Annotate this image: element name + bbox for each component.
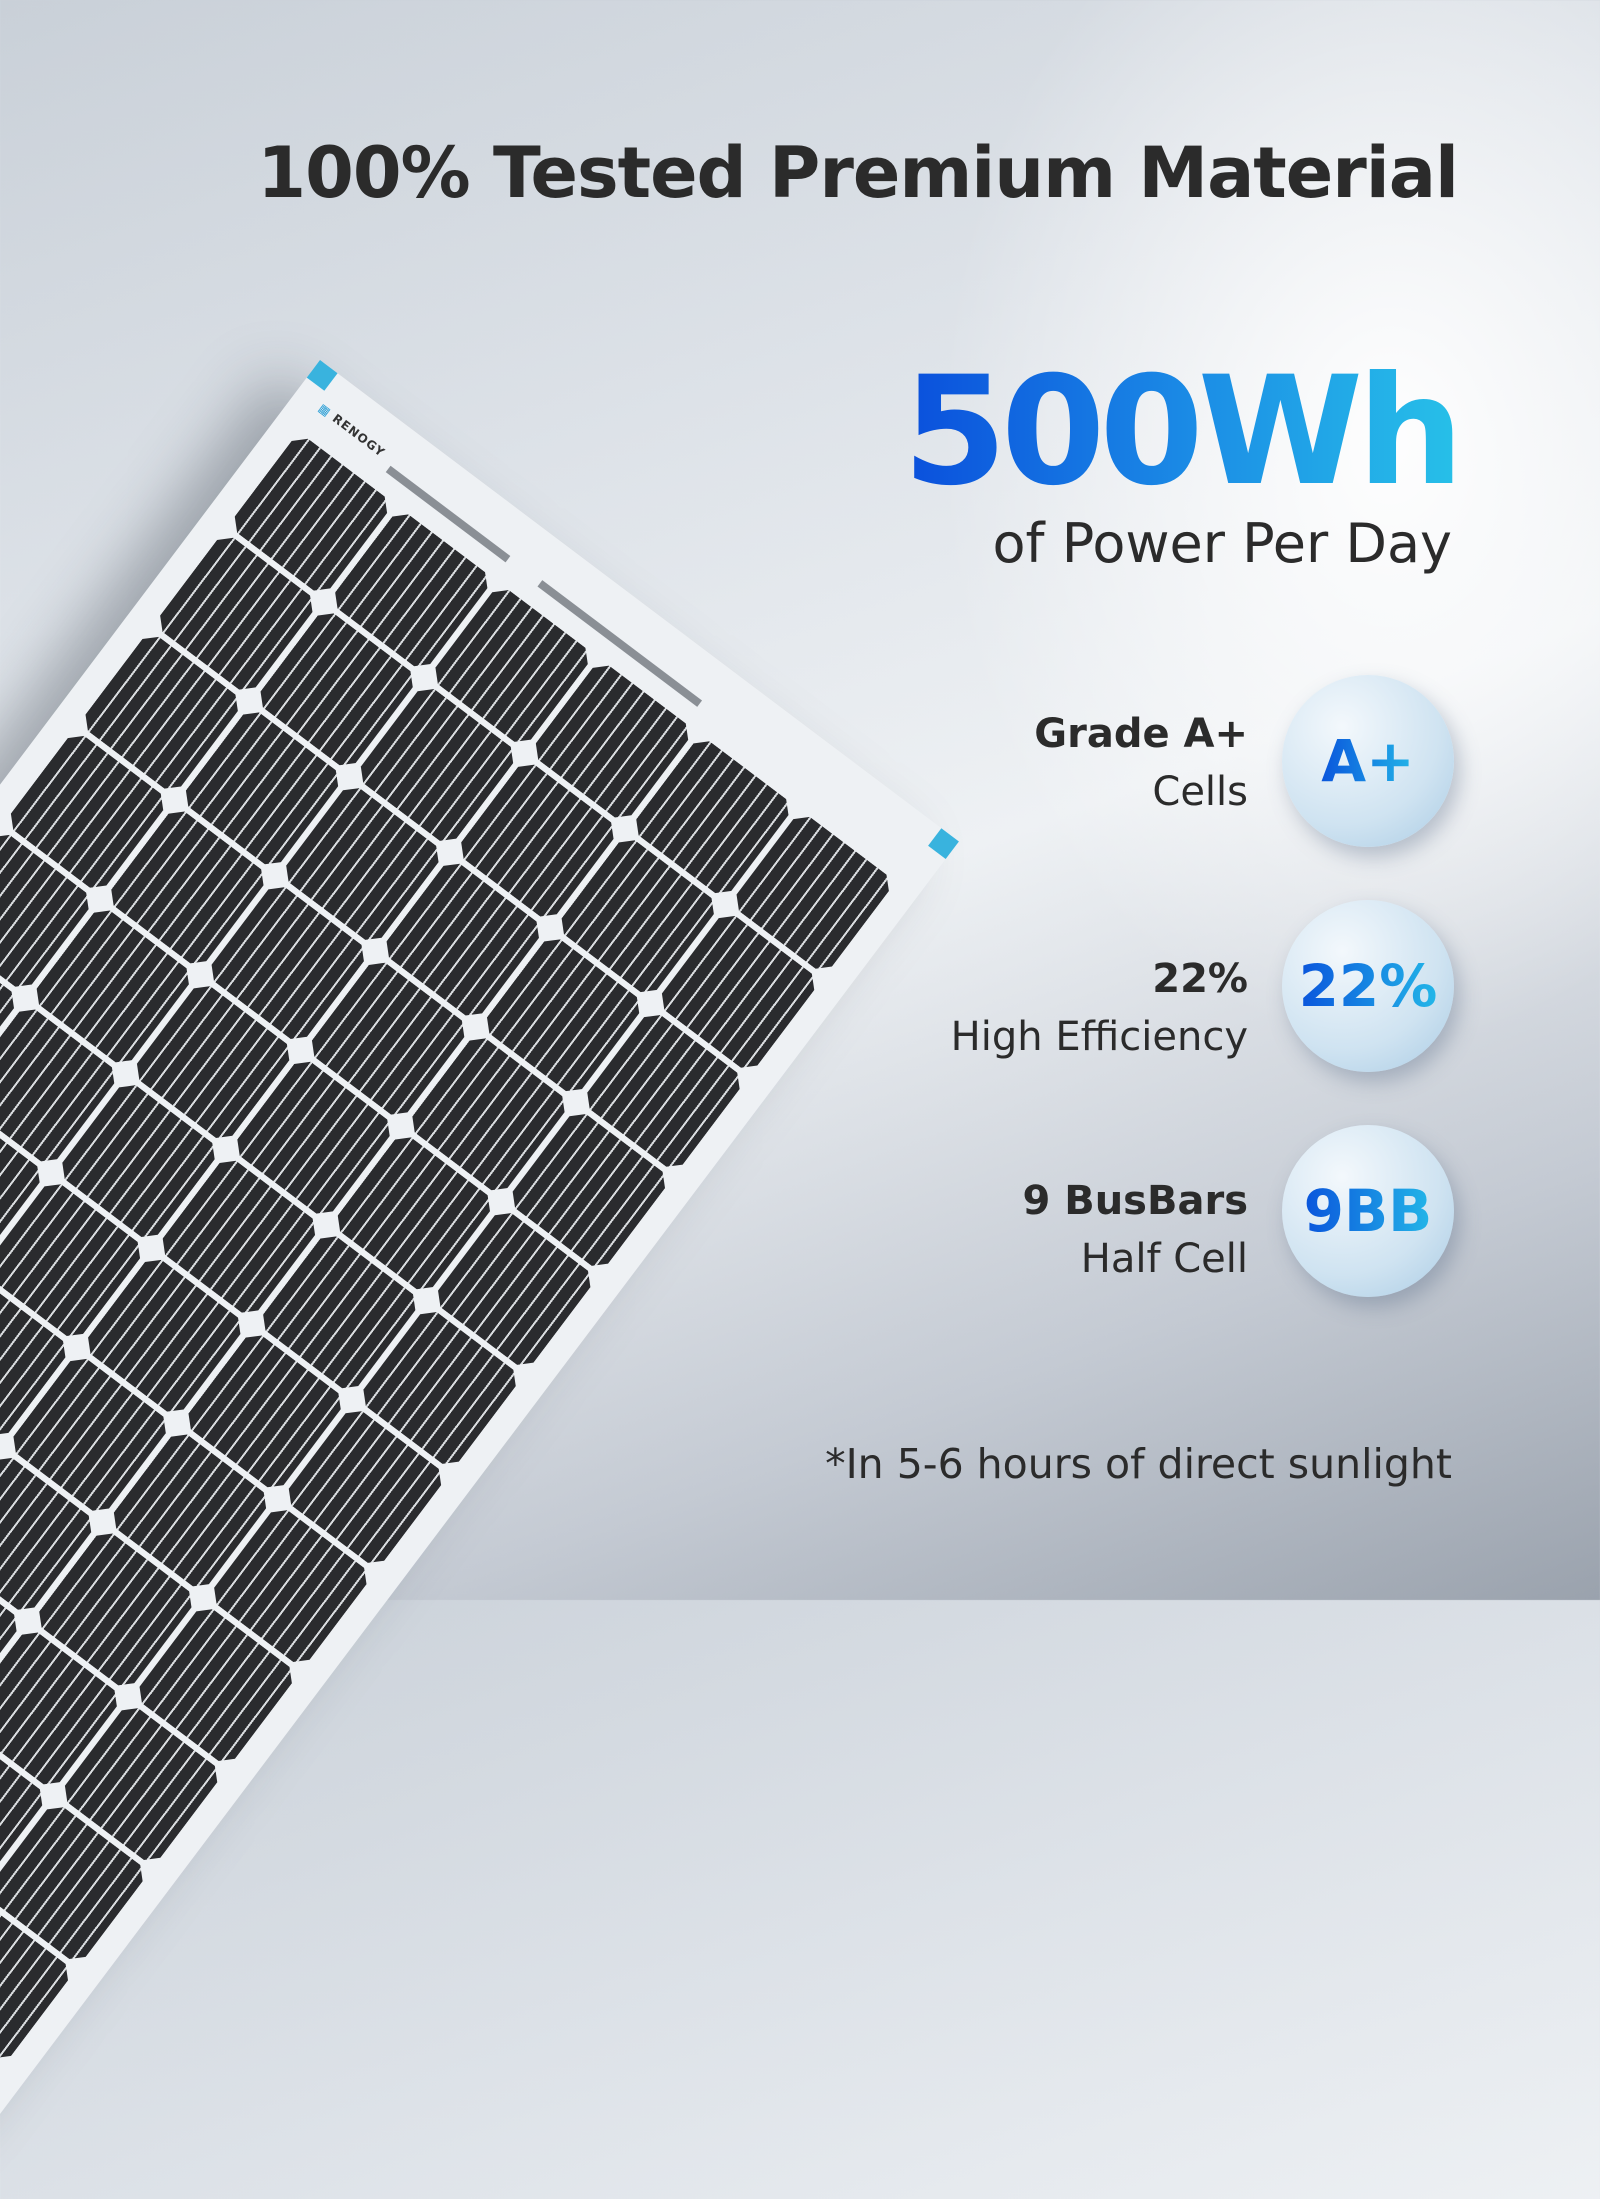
feature-title: 9 BusBars [1022,1178,1248,1224]
footnote: *In 5-6 hours of direct sunlight [825,1440,1452,1488]
feature-grade: Grade A+ Cells [1034,705,1248,821]
window-light [900,0,1600,1100]
solar-cells-grid [0,432,896,2184]
feature-subtitle: Half Cell [1080,1236,1248,1282]
busbar-badge: 9BB [1282,1125,1454,1297]
solar-panel-image: ▦ RENOGY [0,360,959,2199]
feature-subtitle: Cells [1152,769,1248,815]
feature-title: 22% [1152,956,1248,1002]
badge-text: A+ [1321,727,1415,795]
power-value: 500Wh [902,345,1464,519]
feature-efficiency: 22% High Efficiency [951,950,1248,1066]
feature-subtitle: High Efficiency [950,1014,1248,1060]
badge-text: 22% [1298,952,1438,1020]
feature-title: Grade A+ [1034,711,1248,757]
badge-text: 9BB [1303,1177,1433,1245]
renogy-logo: ▦ RENOGY [315,400,388,460]
power-caption: of Power Per Day [992,512,1452,575]
headline: 100% Tested Premium Material [257,132,1459,214]
efficiency-badge: 22% [1282,900,1454,1072]
grade-badge: A+ [1282,675,1454,847]
feature-busbars: 9 BusBars Half Cell [1022,1172,1248,1288]
frame-corner [306,360,338,391]
